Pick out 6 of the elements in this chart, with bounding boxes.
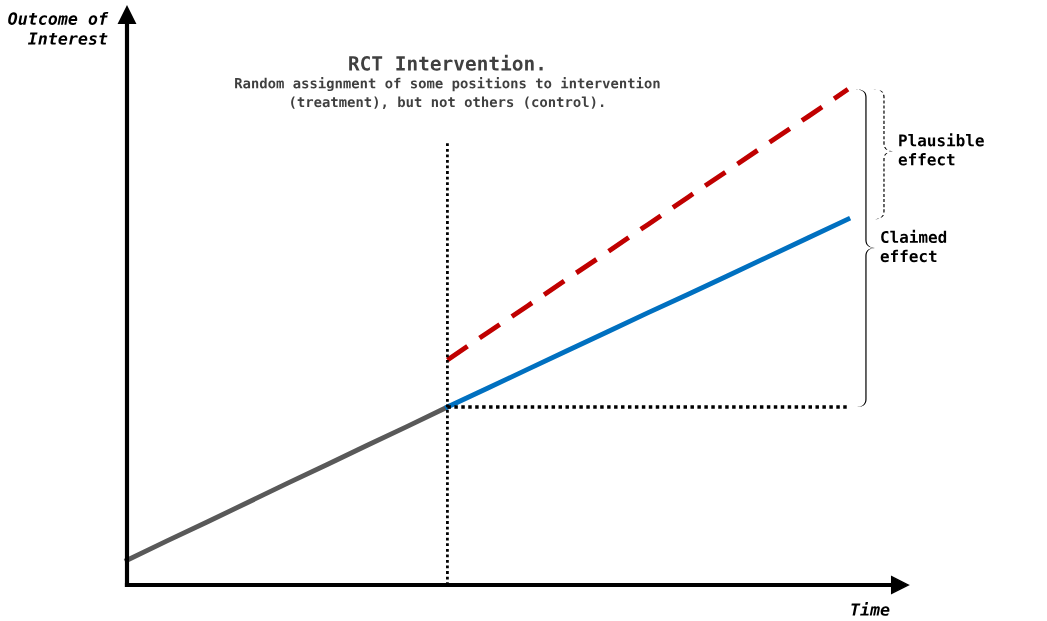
annotation: Random assignment of some positions to intervention (treatment), but not others (control).: [235, 76, 660, 109]
y-axis-title: Outcome of Interest: [8, 12, 109, 45]
text: RCT Intervention.: [349, 54, 543, 71]
x-axis-title: Time: [851, 602, 890, 616]
annotation: Plausible effect: [898, 133, 984, 166]
annotation: Claimed effect: [880, 229, 947, 263]
